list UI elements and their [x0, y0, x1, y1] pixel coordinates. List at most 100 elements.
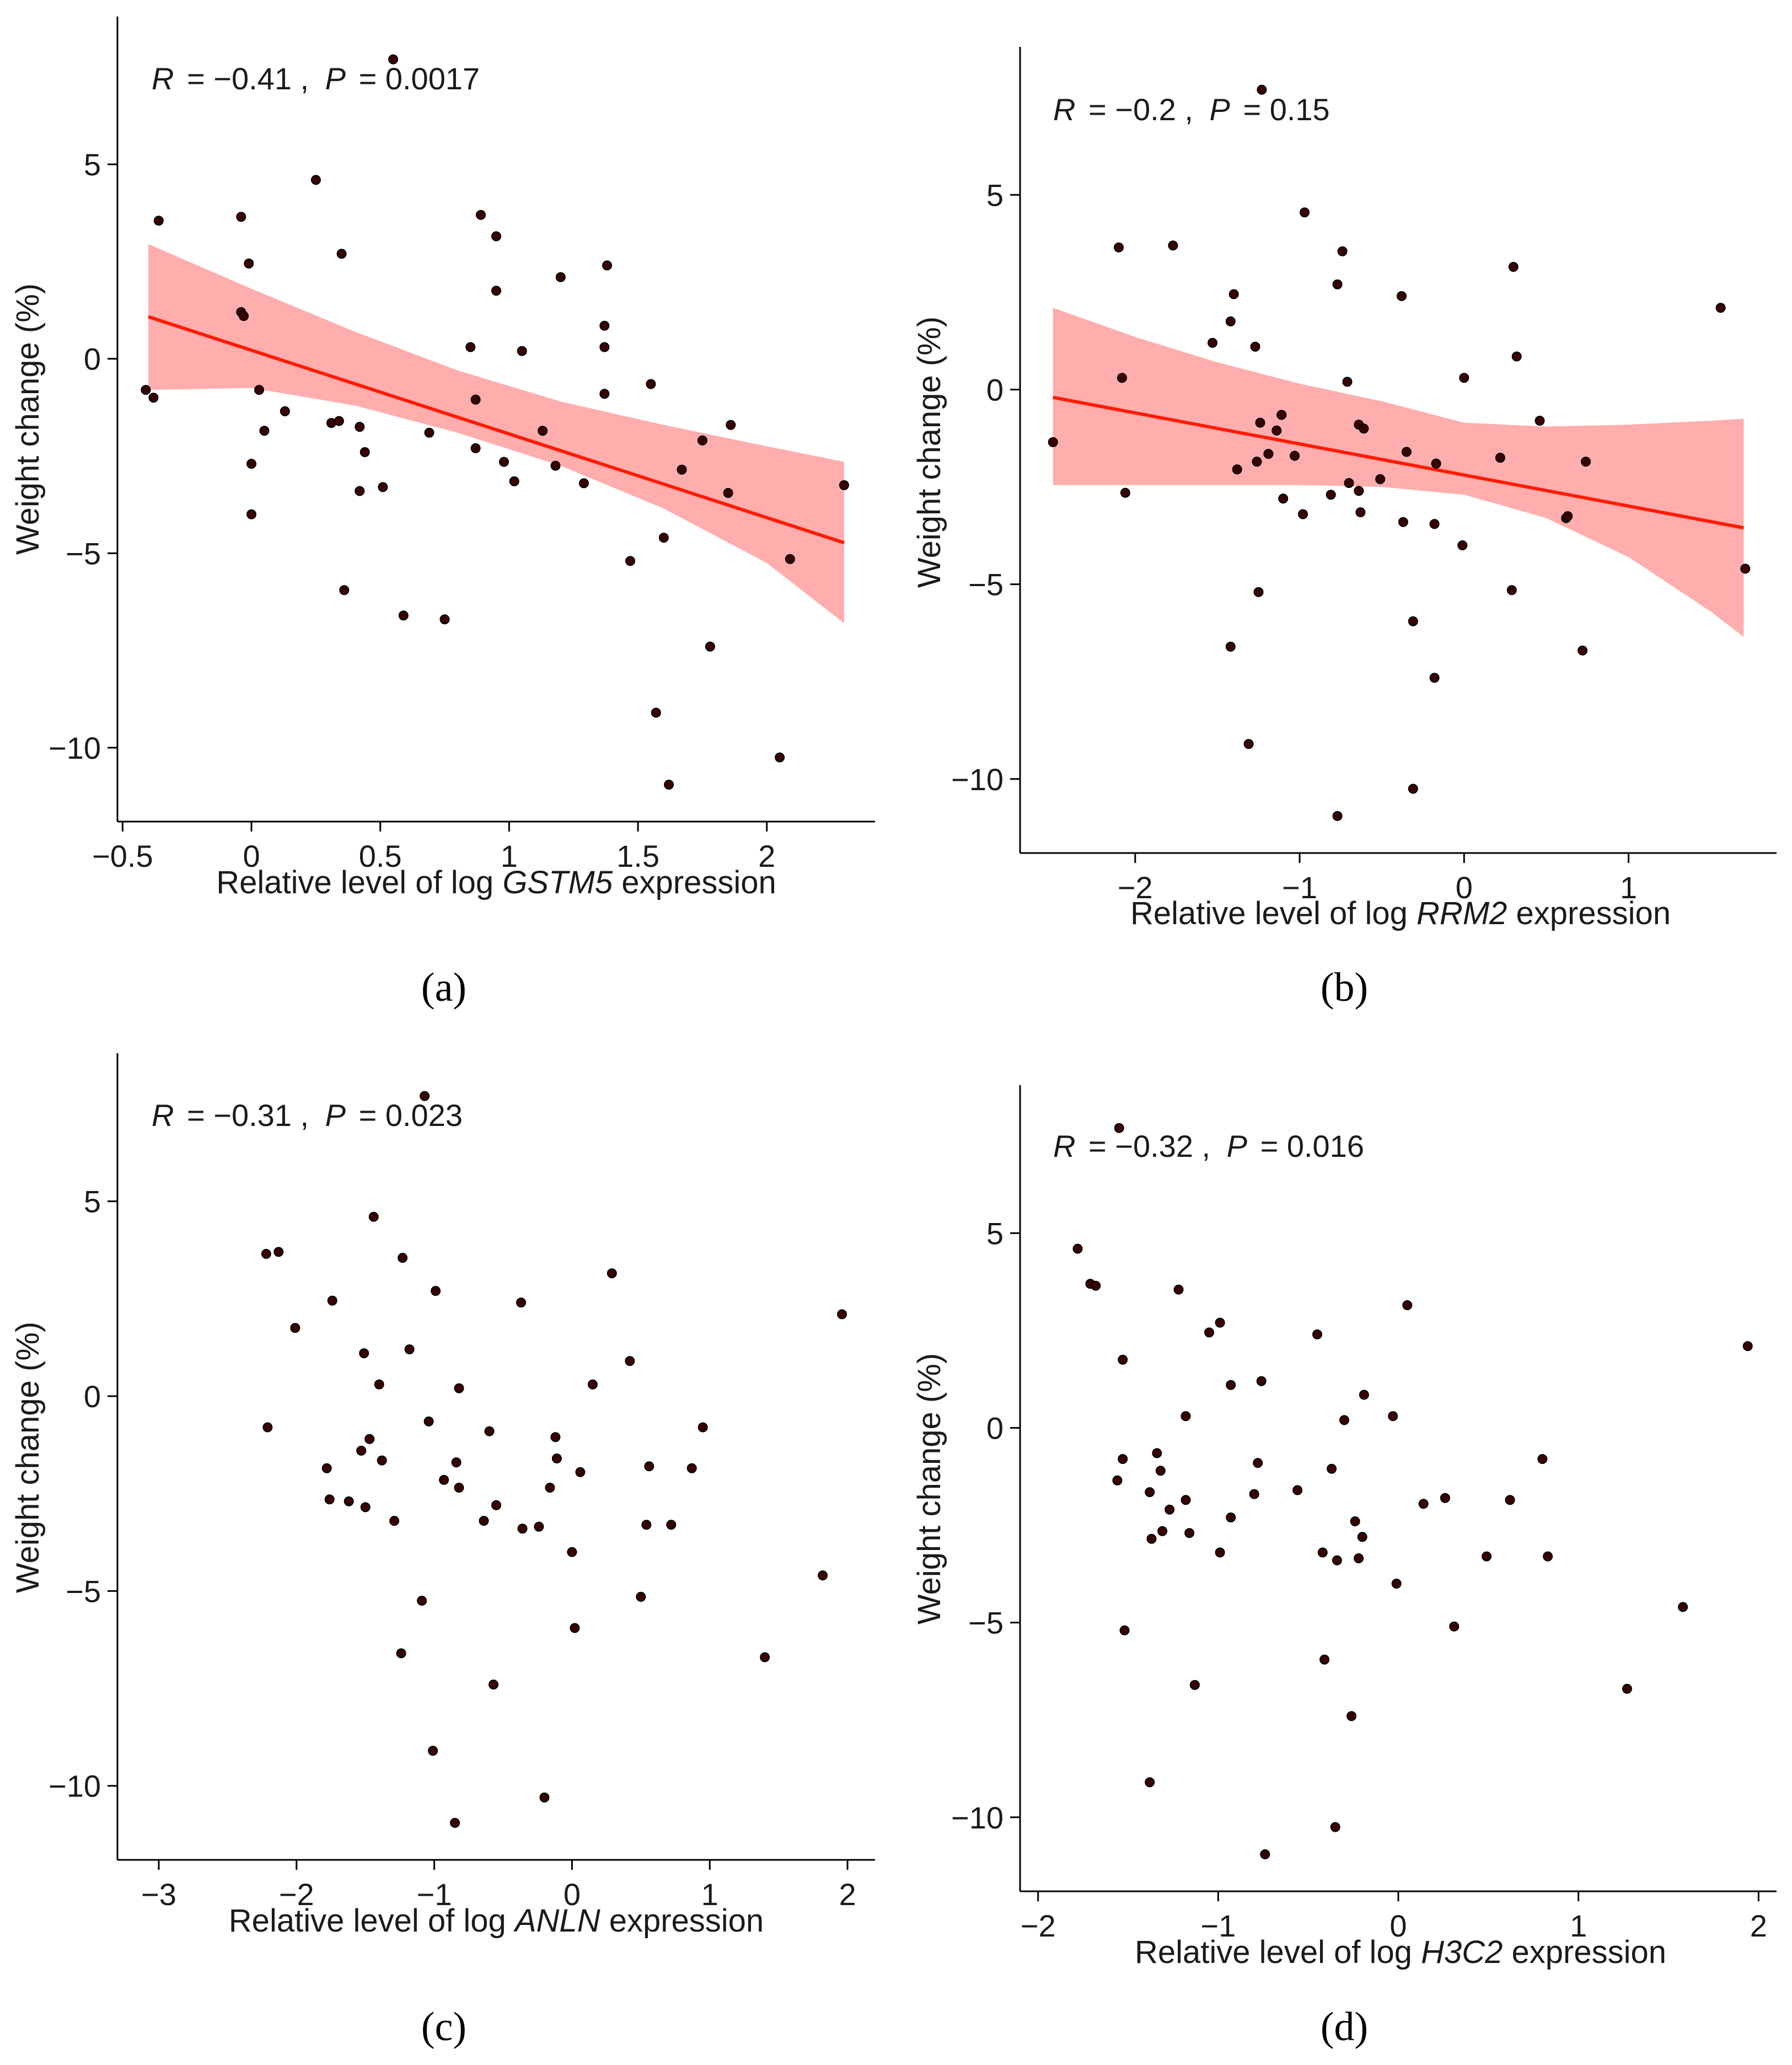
- data-point: [1048, 437, 1058, 447]
- data-point: [587, 1379, 598, 1390]
- data-point: [1157, 1526, 1168, 1536]
- data-point: [1168, 240, 1178, 251]
- data-point: [1292, 1485, 1303, 1495]
- y-tick-label: 0: [986, 1411, 1004, 1446]
- data-point: [1317, 1547, 1328, 1558]
- data-point: [1715, 303, 1726, 313]
- data-point: [599, 389, 610, 399]
- y-axis-title-b: Weight change (%): [911, 317, 947, 588]
- x-axis-title-suffix: expression: [1503, 1934, 1666, 1970]
- x-tick-label: −1: [1200, 1908, 1236, 1943]
- data-point: [567, 1547, 577, 1557]
- panel-d: R = −0.32 , P = 0.016 Relative level of …: [911, 1085, 1777, 2050]
- annotation-c: R = −0.31 , P = 0.023: [152, 1098, 463, 1133]
- data-point: [1397, 291, 1407, 301]
- data-point: [555, 272, 566, 282]
- y-tick-label: 0: [986, 373, 1004, 407]
- data-point: [388, 54, 399, 65]
- data-point: [236, 212, 246, 222]
- data-point: [1359, 1390, 1369, 1400]
- data-point: [1120, 487, 1130, 498]
- data-point: [148, 393, 159, 403]
- x-tick-label: 2: [839, 1877, 856, 1912]
- data-point: [686, 1463, 697, 1473]
- data-point: [839, 480, 849, 490]
- data-point: [1319, 1654, 1330, 1665]
- panel-label-d: (d): [1321, 2004, 1368, 2050]
- data-point: [465, 342, 476, 352]
- x-tick-label: 2: [758, 839, 775, 873]
- data-point: [1408, 616, 1418, 626]
- x-tick-label: 2: [1750, 1908, 1767, 1943]
- x-axis-title-c: Relative level of log ANLN expression: [229, 1903, 764, 1939]
- data-point: [355, 486, 365, 496]
- data-point: [517, 346, 527, 356]
- data-point: [1118, 1354, 1128, 1365]
- data-point: [664, 780, 674, 790]
- data-point: [1346, 1711, 1357, 1721]
- data-point: [785, 554, 795, 564]
- data-point: [723, 488, 733, 498]
- data-point: [1332, 1555, 1342, 1565]
- confidence-band: [148, 244, 844, 624]
- data-point: [1622, 1683, 1632, 1694]
- data-point: [538, 426, 548, 436]
- data-point: [491, 1500, 501, 1510]
- data-point: [324, 1494, 335, 1505]
- data-point: [697, 435, 707, 446]
- data-point: [431, 1286, 441, 1296]
- data-point: [1332, 811, 1343, 821]
- data-point: [378, 482, 388, 492]
- data-point: [1255, 417, 1265, 428]
- x-tick-label: −2: [1021, 1908, 1056, 1943]
- y-axis-title-d: Weight change (%): [911, 1353, 947, 1624]
- x-tick-label: −1: [417, 1877, 452, 1912]
- data-point: [1375, 474, 1386, 484]
- data-point: [641, 1520, 652, 1530]
- data-point: [1225, 641, 1236, 652]
- data-point: [1342, 377, 1353, 387]
- panel-c: R = −0.31 , P = 0.023 Relative level of …: [10, 1053, 875, 2050]
- data-point: [273, 1247, 284, 1257]
- data-point: [389, 1516, 400, 1526]
- data-point: [1391, 1579, 1402, 1589]
- data-point: [1260, 1849, 1270, 1859]
- data-point: [1457, 540, 1468, 550]
- data-point: [424, 427, 434, 438]
- x-axis-title-gene: GSTM5: [502, 865, 613, 900]
- x-axis-title-b: Relative level of log RRM2 expression: [1130, 895, 1671, 931]
- data-point: [1146, 1533, 1157, 1544]
- data-point: [428, 1746, 438, 1756]
- annotation-p-label: P: [1210, 92, 1230, 127]
- data-point: [1429, 519, 1440, 529]
- data-point: [1173, 1284, 1184, 1295]
- data-point: [666, 1520, 677, 1530]
- data-point: [1215, 1547, 1225, 1558]
- data-point: [1431, 458, 1441, 469]
- data-point: [636, 1591, 646, 1602]
- data-point: [1181, 1411, 1191, 1422]
- panel-label-c: (c): [421, 2004, 466, 2050]
- data-point: [698, 1422, 708, 1433]
- data-point: [398, 1253, 408, 1263]
- data-point: [479, 1516, 489, 1526]
- x-tick-label: −1: [1282, 870, 1317, 905]
- data-point: [1332, 279, 1343, 289]
- data-point: [1208, 337, 1217, 348]
- data-point: [1256, 1376, 1267, 1386]
- data-point: [1290, 450, 1300, 461]
- annotation-r-value: = −0.31 ,: [187, 1098, 309, 1133]
- data-point: [1276, 410, 1287, 420]
- data-point: [1350, 1516, 1360, 1526]
- data-point: [1337, 246, 1348, 256]
- data-point: [1152, 1448, 1162, 1458]
- data-point: [355, 422, 365, 432]
- y-tick-label: −10: [49, 731, 101, 765]
- y-axis-title-a: Weight change (%): [10, 283, 46, 555]
- data-point: [344, 1496, 354, 1506]
- x-tick-label: 0: [564, 1877, 581, 1912]
- data-point: [254, 385, 264, 395]
- panel-a: R = −0.41 , P = 0.0017 Relative level of…: [10, 17, 875, 1010]
- data-point: [539, 1792, 550, 1803]
- data-point: [760, 1652, 770, 1662]
